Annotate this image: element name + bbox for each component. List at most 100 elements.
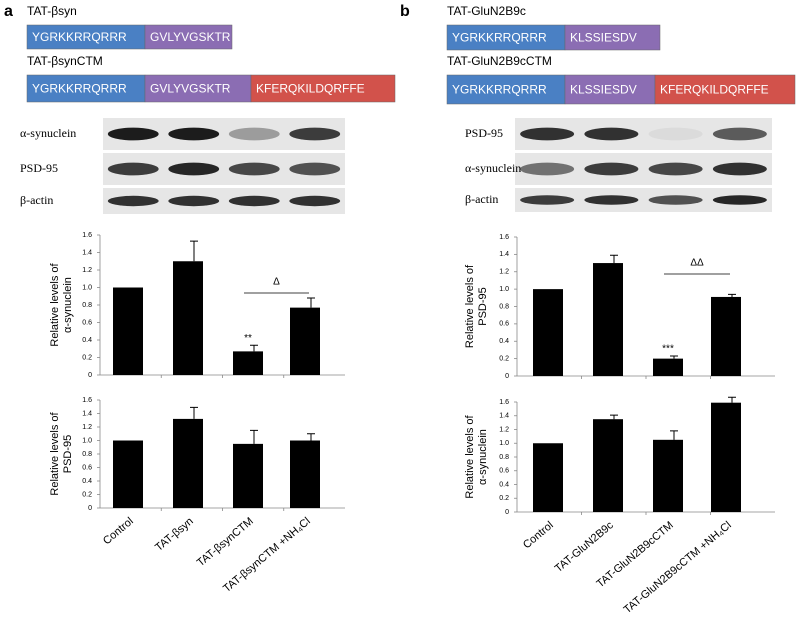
peptide-segment [446, 24, 566, 51]
peptide-segment [446, 74, 566, 105]
bar [711, 402, 741, 512]
blot-band [648, 195, 703, 205]
blot-label: PSD-95 [20, 161, 58, 175]
error-bar [190, 240, 198, 262]
y-tick-label: 0 [505, 509, 509, 516]
bar [290, 307, 320, 375]
peptide-segment [144, 24, 233, 50]
bar [113, 287, 143, 375]
y-tick-label: 0.6 [82, 319, 92, 326]
blot-band [168, 162, 220, 176]
error-bar [307, 433, 315, 441]
peptide-segment [564, 74, 656, 105]
y-axis-label: PSD-95 [477, 287, 489, 326]
y-tick-label: 1.2 [82, 267, 92, 274]
y-tick-label: 1.4 [82, 410, 92, 417]
segment-sequence: KFERQKILDQRFFE [256, 82, 365, 96]
segment-sequence: GVLYVGSKTR [150, 82, 231, 96]
significance-mark: *** [662, 344, 674, 355]
y-tick-label: 0.6 [82, 464, 92, 471]
blot-band [168, 195, 220, 207]
y-axis-label: Relative levels of [464, 264, 476, 348]
error-bar [728, 293, 736, 297]
blot-band [228, 162, 280, 176]
y-tick-label: 0.8 [499, 303, 509, 310]
segment-sequence: YGRKKRRQRRR [32, 82, 127, 96]
segment-sequence: YGRKKRRQRRR [32, 30, 127, 44]
panel-label: b [400, 3, 410, 20]
segment-sequence: YGRKKRRQRRR [452, 83, 547, 97]
blot-band [712, 162, 767, 176]
y-tick-label: 1.0 [499, 286, 509, 293]
error-bar [610, 414, 618, 420]
blot-band [289, 162, 341, 176]
y-tick-label: 0.2 [499, 495, 509, 502]
peptide-segment [564, 24, 661, 51]
x-tick-label: TAT-GluN2B9cCTM +NH₄Cl [622, 519, 734, 616]
y-tick-label: 0 [88, 505, 92, 512]
significance-mark: Δ [273, 277, 280, 288]
y-tick-label: 0.6 [499, 321, 509, 328]
blot-label: α-synuclein [465, 161, 521, 175]
error-bar [670, 355, 678, 359]
error-bar [250, 344, 258, 352]
blot-band [520, 162, 575, 176]
blot-label: β-actin [465, 192, 498, 206]
blot-band [648, 162, 703, 176]
y-tick-label: 0.8 [499, 454, 509, 461]
blot-band [289, 195, 341, 207]
y-axis-label: α-synuclein [62, 277, 74, 333]
blot-label: PSD-95 [465, 126, 503, 140]
y-axis-label: Relative levels of [49, 411, 61, 495]
segment-sequence: GVLYVGSKTR [150, 30, 231, 44]
error-bar [670, 430, 678, 440]
y-tick-label: 0 [505, 373, 509, 380]
blot-band [289, 127, 341, 141]
y-tick-label: 1.2 [499, 426, 509, 433]
y-tick-label: 1.6 [499, 234, 509, 241]
y-tick-label: 1.6 [82, 232, 92, 239]
panel-label: a [4, 3, 13, 20]
y-tick-label: 1.0 [82, 284, 92, 291]
y-tick-label: 0.8 [82, 302, 92, 309]
y-tick-label: 1.6 [499, 399, 509, 406]
bar [711, 296, 741, 376]
blot-label: α-synuclein [20, 126, 76, 140]
bar [173, 418, 203, 508]
construct-name: TAT-GluN2B9cCTM [447, 54, 552, 68]
blot-band [107, 195, 159, 207]
y-tick-label: 0.4 [499, 338, 509, 345]
y-tick-label: 1.2 [82, 424, 92, 431]
x-tick-label: Control [521, 519, 556, 551]
y-axis-label: Relative levels of [49, 262, 61, 346]
segment-sequence: KFERQKILDQRFFE [660, 83, 769, 97]
blot-band [228, 127, 280, 141]
x-tick-label: Control [101, 515, 136, 547]
error-bar [610, 254, 618, 264]
blot-band [584, 162, 639, 176]
y-tick-label: 1.4 [82, 249, 92, 256]
blot-band [520, 195, 575, 205]
y-tick-label: 1.6 [82, 397, 92, 404]
bar [593, 263, 623, 376]
segment-sequence: YGRKKRRQRRR [452, 31, 547, 45]
segment-sequence: KLSSIESDV [570, 31, 637, 45]
blot-band [584, 127, 639, 141]
peptide-segment [250, 74, 396, 103]
bar [233, 443, 263, 508]
blot-band [107, 162, 159, 176]
construct-name: TAT-GluN2B9c [447, 4, 526, 18]
peptide-segment [26, 24, 146, 50]
error-bar [250, 429, 258, 444]
y-tick-label: 0.2 [82, 354, 92, 361]
bar [533, 443, 563, 512]
y-tick-label: 1.4 [499, 251, 509, 258]
construct-name: TAT-βsyn [27, 4, 77, 18]
bar [593, 419, 623, 512]
blot-band [584, 195, 639, 205]
peptide-segment [654, 74, 796, 105]
y-axis-label: PSD-95 [62, 435, 74, 474]
blot-band [712, 195, 767, 205]
blot-band [228, 195, 280, 207]
